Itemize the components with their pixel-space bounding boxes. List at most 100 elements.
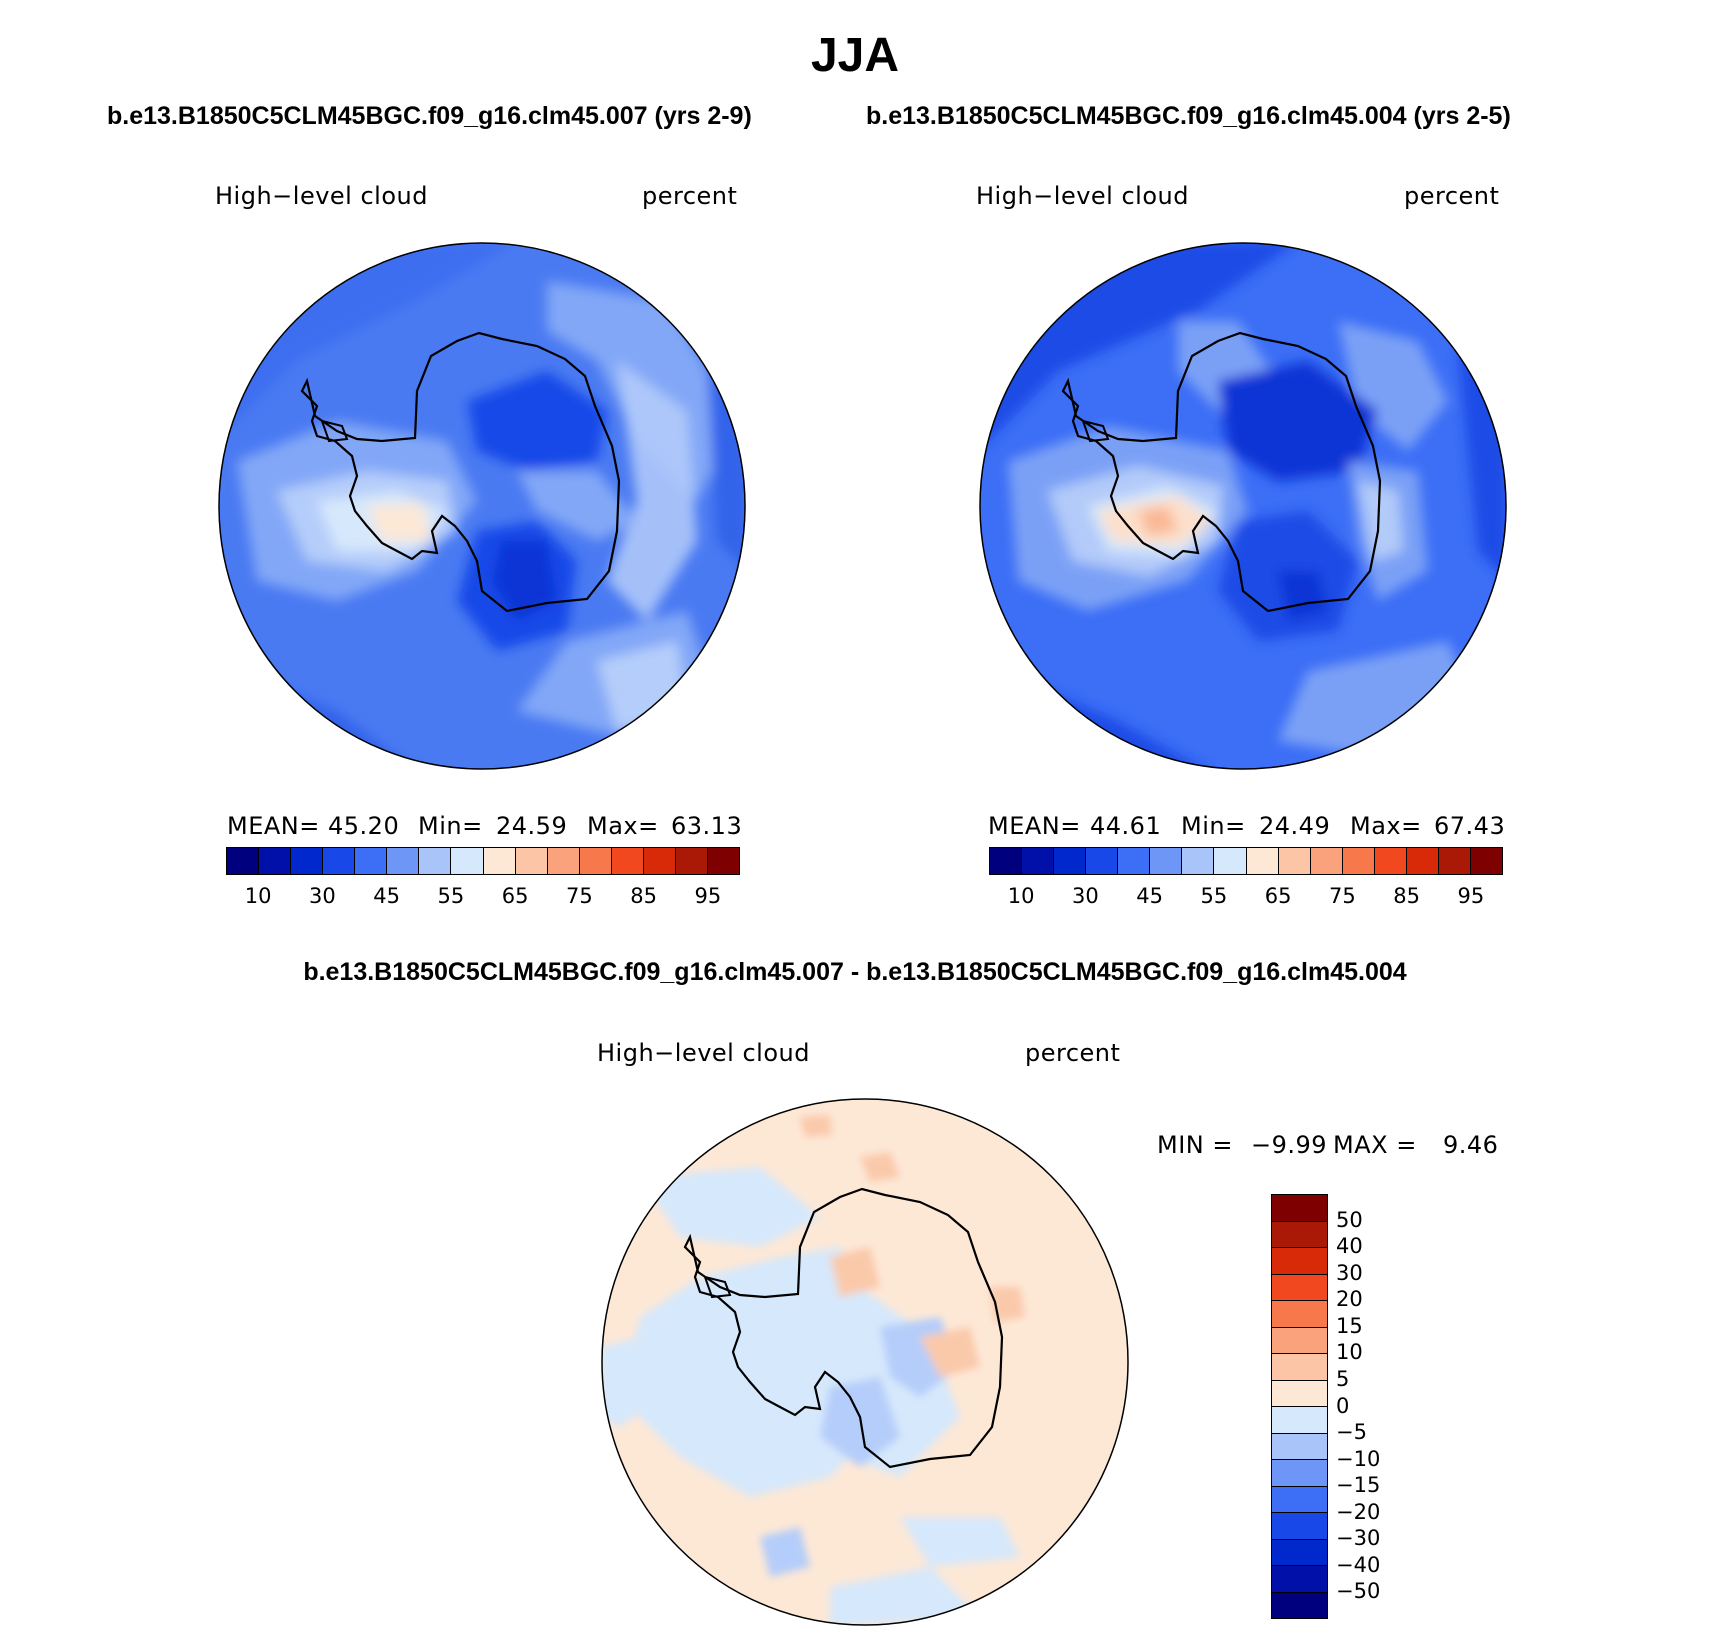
panel2-polar-map xyxy=(979,242,1507,770)
colorbar-swatch xyxy=(547,848,580,874)
colorbar-swatch xyxy=(1272,1354,1327,1381)
panel1-variable-label: High−level cloud xyxy=(215,182,428,210)
colorbar-tick-label: 50 xyxy=(1336,1207,1363,1232)
colorbar-tick-label: 65 xyxy=(1264,884,1292,908)
colorbar-swatch xyxy=(387,848,420,874)
colorbar-swatch xyxy=(1246,848,1279,874)
panel2-field xyxy=(980,243,1506,769)
colorbar-tick-label: −30 xyxy=(1336,1526,1381,1551)
colorbar-swatch xyxy=(1182,848,1215,874)
colorbar-swatch xyxy=(707,848,739,874)
colorbar-tick-label: 95 xyxy=(1457,884,1485,908)
colorbar-swatch xyxy=(675,848,708,874)
panel3-antarctica-coastline xyxy=(683,1187,1004,1469)
panel1-antarctica-coastline xyxy=(300,331,621,613)
colorbar-swatch xyxy=(515,848,548,874)
colorbar-swatch xyxy=(990,848,1023,874)
colorbar-swatch xyxy=(1150,848,1183,874)
colorbar-tick-label: −40 xyxy=(1336,1552,1381,1577)
colorbar-tick-label: 55 xyxy=(1200,884,1228,908)
panel3-max-value: 9.46 xyxy=(1443,1131,1499,1159)
panel3-field xyxy=(602,1099,1128,1625)
colorbar-swatch xyxy=(643,848,676,874)
colorbar-tick-label: −15 xyxy=(1336,1473,1381,1498)
panel3-variable-label: High−level cloud xyxy=(597,1039,810,1067)
colorbar-swatch xyxy=(451,848,484,874)
colorbar-swatch xyxy=(1214,848,1247,874)
panel2-units-label: percent xyxy=(1404,182,1500,210)
colorbar-tick-label: 45 xyxy=(1136,884,1163,908)
panel3-max-label: MAX = xyxy=(1333,1131,1417,1159)
colorbar-tick-label: 30 xyxy=(1072,884,1099,908)
colorbar-swatch xyxy=(1272,1539,1327,1566)
colorbar-tick-label: 30 xyxy=(1336,1260,1363,1285)
colorbar-swatch xyxy=(1272,1248,1327,1275)
panel2-colorbar xyxy=(989,847,1503,875)
panel2-mean-value: 44.61 xyxy=(1090,812,1162,840)
panel2-max-value: 67.43 xyxy=(1434,812,1506,840)
panel3-min-label: MIN = xyxy=(1157,1131,1233,1159)
colorbar-tick-label: 85 xyxy=(1393,884,1420,908)
colorbar-tick-label: −20 xyxy=(1336,1499,1381,1524)
panel1-max-label: Max= xyxy=(587,812,659,840)
panel1-mean-value: 45.20 xyxy=(328,812,400,840)
panel3-min-value: −9.99 xyxy=(1251,1131,1328,1159)
colorbar-swatch xyxy=(1272,1195,1327,1222)
colorbar-tick-label: 65 xyxy=(501,884,529,908)
panel1-colorbar-ticks: 10 30 45 55 65 75 85 95 xyxy=(226,884,740,910)
colorbar-tick-label: 45 xyxy=(373,884,400,908)
colorbar-swatch xyxy=(1272,1513,1327,1540)
colorbar-tick-label: 85 xyxy=(630,884,657,908)
colorbar-swatch xyxy=(1086,848,1119,874)
colorbar-swatch xyxy=(1438,848,1471,874)
panel1-min-label: Min= xyxy=(418,812,483,840)
colorbar-tick-label: 0 xyxy=(1336,1393,1350,1418)
colorbar-swatch xyxy=(1272,1592,1327,1618)
colorbar-tick-label: 40 xyxy=(1336,1234,1363,1259)
colorbar-swatch xyxy=(1054,848,1087,874)
colorbar-tick-label: 10 xyxy=(1336,1340,1363,1365)
figure-title: JJA xyxy=(810,29,900,82)
colorbar-swatch xyxy=(355,848,388,874)
panel3-units-label: percent xyxy=(1025,1039,1121,1067)
colorbar-tick-label: 75 xyxy=(1329,884,1356,908)
colorbar-swatch xyxy=(1272,1221,1327,1248)
colorbar-swatch xyxy=(1374,848,1407,874)
panel1-polar-map xyxy=(218,242,746,770)
colorbar-swatch xyxy=(1406,848,1439,874)
panel3-polar-map xyxy=(601,1098,1129,1626)
panel2-mean-label: MEAN= xyxy=(988,812,1081,840)
colorbar-swatch xyxy=(1342,848,1375,874)
colorbar-tick-label: 15 xyxy=(1336,1313,1363,1338)
colorbar-tick-label: 75 xyxy=(566,884,593,908)
colorbar-tick-label: −10 xyxy=(1336,1446,1381,1471)
panel2-variable-label: High−level cloud xyxy=(976,182,1189,210)
panel1-min-value: 24.59 xyxy=(496,812,568,840)
colorbar-tick-label: 55 xyxy=(437,884,465,908)
colorbar-swatch xyxy=(1272,1380,1327,1407)
panel1-max-value: 63.13 xyxy=(671,812,743,840)
colorbar-tick-label: −50 xyxy=(1336,1579,1381,1604)
colorbar-swatch xyxy=(1022,848,1055,874)
colorbar-swatch xyxy=(1272,1486,1327,1513)
panel3-colorbar xyxy=(1271,1194,1328,1619)
colorbar-swatch xyxy=(1272,1274,1327,1301)
panel1-case-title: b.e13.B1850C5CLM45BGC.f09_g16.clm45.007 … xyxy=(107,102,752,130)
colorbar-swatch xyxy=(227,848,260,874)
colorbar-swatch xyxy=(291,848,324,874)
colorbar-swatch xyxy=(1310,848,1343,874)
colorbar-tick-label: 30 xyxy=(309,884,336,908)
colorbar-swatch xyxy=(1272,1301,1327,1328)
colorbar-swatch xyxy=(419,848,452,874)
colorbar-swatch xyxy=(323,848,356,874)
panel1-units-label: percent xyxy=(642,182,738,210)
panel1-mean-label: MEAN= xyxy=(227,812,320,840)
colorbar-tick-label: 95 xyxy=(694,884,722,908)
panel2-case-title: b.e13.B1850C5CLM45BGC.f09_g16.clm45.004 … xyxy=(866,102,1511,130)
panel2-antarctica-coastline xyxy=(1061,331,1382,613)
colorbar-tick-label: −5 xyxy=(1336,1420,1367,1445)
colorbar-tick-label: 20 xyxy=(1336,1287,1363,1312)
colorbar-tick-label: 10 xyxy=(1007,884,1035,908)
panel1-colorbar xyxy=(226,847,740,875)
panel2-min-label: Min= xyxy=(1181,812,1246,840)
